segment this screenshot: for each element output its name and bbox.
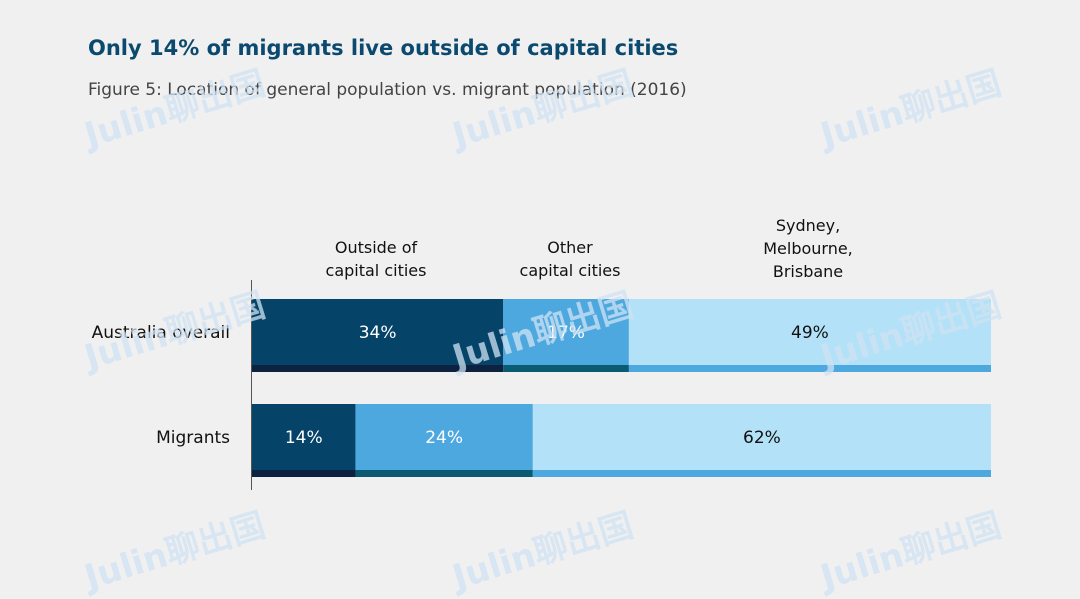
bar-australia-overall-sydney-melbourne-brisbane bbox=[628, 299, 991, 365]
legend-header-sydney-melbourne-brisbane: Sydney, Melbourne, Brisbane bbox=[763, 216, 853, 281]
data-label: 14% bbox=[285, 428, 323, 448]
bar-migrants-sydney-melbourne-brisbane bbox=[532, 404, 991, 470]
data-label: 34% bbox=[359, 323, 397, 343]
bar-edge-australia-overall-sydney-melbourne-brisbane bbox=[628, 365, 991, 372]
bar-australia-overall-other-capital-cities bbox=[503, 299, 629, 365]
bar-migrants-outside-of-capital-cities bbox=[252, 404, 356, 470]
legend-header-outside-of-capital-cities: Outside of capital cities bbox=[326, 238, 427, 280]
chart-title: Only 14% of migrants live outside of cap… bbox=[88, 36, 679, 60]
bar-edge-migrants-outside-of-capital-cities bbox=[252, 470, 356, 477]
bar-edge-migrants-sydney-melbourne-brisbane bbox=[532, 470, 991, 477]
bar-edge-australia-overall-outside-of-capital-cities bbox=[252, 365, 504, 372]
bar-edge-migrants-other-capital-cities bbox=[355, 470, 533, 477]
bar-migrants-other-capital-cities bbox=[355, 404, 533, 470]
data-label: 62% bbox=[743, 428, 781, 448]
data-label: 49% bbox=[791, 323, 829, 343]
bar-australia-overall-outside-of-capital-cities bbox=[252, 299, 504, 365]
category-label: Migrants bbox=[156, 428, 230, 448]
data-label: 24% bbox=[425, 428, 463, 448]
bar-edge-australia-overall-other-capital-cities bbox=[503, 365, 629, 372]
data-label: 17% bbox=[547, 323, 585, 343]
category-label: Australia overall bbox=[92, 323, 230, 343]
figure-caption: Figure 5: Location of general population… bbox=[88, 80, 687, 100]
legend-header-other-capital-cities: Other capital cities bbox=[520, 238, 621, 280]
